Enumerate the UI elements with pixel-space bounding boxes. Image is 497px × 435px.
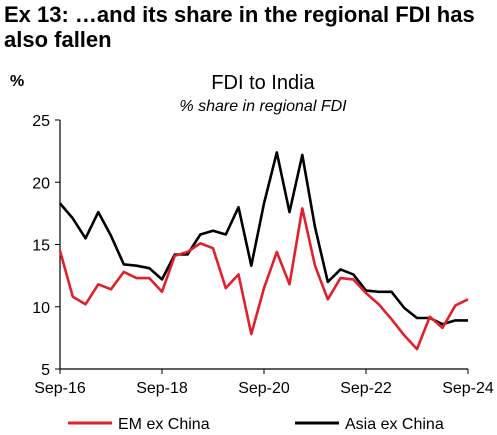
chart-title: FDI to India bbox=[211, 72, 315, 94]
y-tick-label: 15 bbox=[32, 238, 50, 255]
x-tick-label: Sep-16 bbox=[34, 380, 86, 397]
x-tick-label: Sep-22 bbox=[340, 380, 392, 397]
legend-label-asia-ex-china: Asia ex China bbox=[345, 416, 444, 433]
legend-label-em-ex-china: EM ex China bbox=[118, 416, 210, 433]
y-tick-label: 25 bbox=[32, 113, 50, 130]
y-tick-label: 10 bbox=[32, 300, 50, 317]
x-tick-label: Sep-24 bbox=[442, 380, 494, 397]
exhibit-title: Ex 13: …and its share in the regional FD… bbox=[4, 2, 475, 52]
y-tick-label: 5 bbox=[41, 362, 50, 379]
y-unit-label: % bbox=[10, 73, 24, 90]
y-tick-label: 20 bbox=[32, 175, 50, 192]
series-layer bbox=[58, 151, 469, 351]
series-line-asia-ex-china bbox=[59, 151, 468, 326]
chart-axes: 5 10 15 20 25 Sep-16 Sep-18 Sep-20 Sep-22 Sep-24 bbox=[32, 113, 494, 397]
chart-subtitle: % share in regional FDI bbox=[179, 98, 347, 115]
x-tick-label: Sep-18 bbox=[136, 380, 188, 397]
series-line-em-ex-china bbox=[58, 207, 469, 351]
chart-legend: EM ex China Asia ex China bbox=[68, 416, 444, 433]
x-tick-label: Sep-20 bbox=[238, 380, 290, 397]
